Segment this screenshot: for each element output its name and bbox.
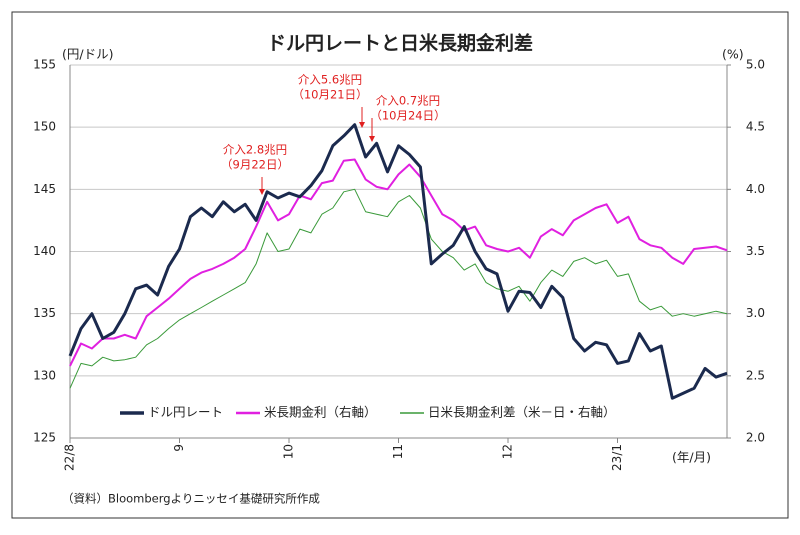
annotation: 介入5.6兆円	[298, 73, 362, 87]
legend-label: 米長期金利（右軸）	[264, 405, 377, 420]
x-tick-label: 23/1	[610, 444, 624, 471]
y2-tick-label: 4.5	[746, 120, 765, 134]
x-axis-label: (年/月)	[672, 450, 711, 465]
y-tick-label: 155	[33, 58, 56, 72]
y2-tick-label: 3.0	[746, 306, 765, 320]
x-tick-label: 22/8	[63, 444, 77, 471]
annotation-arrowhead	[359, 122, 365, 128]
chart-title: ドル円レートと日米長期金利差	[267, 32, 533, 55]
y-tick-label: 130	[33, 368, 56, 382]
y2-tick-label: 4.0	[746, 182, 765, 196]
y-tick-label: 135	[33, 306, 56, 320]
x-tick-label: 12	[501, 444, 515, 459]
series-line	[69, 188, 728, 389]
annotation: 介入0.7兆円	[376, 94, 440, 108]
annotation-arrowhead	[369, 136, 375, 142]
y-tick-label: 145	[33, 182, 56, 196]
series-line	[68, 123, 728, 400]
y2-tick-label: 3.5	[746, 244, 765, 258]
x-tick-label: 10	[282, 444, 296, 459]
y-tick-label: 125	[33, 431, 56, 445]
y2-axis-label: (%)	[722, 47, 744, 62]
annotation: （10月21日）	[292, 88, 367, 102]
legend-label: ドル円レート	[148, 405, 223, 420]
x-tick-label: 11	[391, 444, 405, 459]
y2-tick-label: 2.0	[746, 431, 765, 445]
y-axis-label: (円/ドル)	[62, 47, 113, 62]
legend-label: 日米長期金利差（米－日・右軸）	[428, 405, 616, 420]
source-note: （資料）Bloombergよりニッセイ基礎研究所作成	[62, 492, 320, 506]
y-tick-label: 140	[33, 244, 56, 258]
x-tick-label: 9	[172, 444, 186, 452]
frame	[11, 11, 789, 519]
annotation: （10月24日）	[370, 109, 445, 123]
y-tick-label: 150	[33, 120, 56, 134]
annotation: （9月22日）	[221, 158, 289, 172]
annotation: 介入2.8兆円	[223, 143, 287, 157]
series-line	[69, 158, 728, 367]
y2-tick-label: 2.5	[746, 368, 765, 382]
y2-tick-label: 5.0	[746, 58, 765, 72]
annotation-arrowhead	[259, 189, 265, 195]
